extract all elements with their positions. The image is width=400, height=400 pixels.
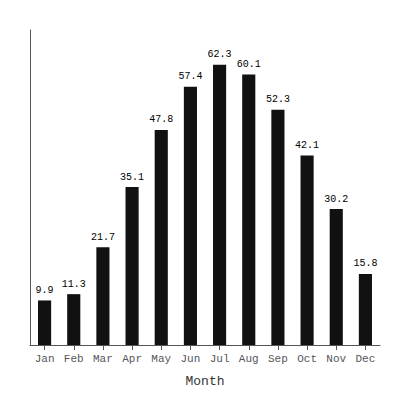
- svg-text:15.8: 15.8: [353, 258, 377, 269]
- svg-text:May: May: [151, 353, 171, 365]
- svg-text:35.1: 35.1: [120, 172, 144, 183]
- svg-text:42.1: 42.1: [295, 140, 319, 151]
- svg-text:Dec: Dec: [356, 353, 376, 365]
- svg-text:Oct: Oct: [297, 353, 317, 365]
- svg-text:57.4: 57.4: [178, 71, 202, 82]
- svg-text:Jul: Jul: [210, 353, 230, 365]
- svg-text:Month: Month: [185, 374, 224, 389]
- svg-text:Nov: Nov: [326, 353, 346, 365]
- svg-text:11.3: 11.3: [62, 279, 86, 290]
- svg-text:52.3: 52.3: [266, 94, 290, 105]
- svg-text:21.7: 21.7: [91, 232, 115, 243]
- svg-text:Jan: Jan: [35, 353, 55, 365]
- svg-text:Sep: Sep: [268, 353, 288, 365]
- svg-text:62.3: 62.3: [208, 49, 232, 60]
- svg-text:Aug: Aug: [239, 353, 259, 365]
- svg-text:Jun: Jun: [181, 353, 201, 365]
- svg-text:30.2: 30.2: [324, 194, 348, 205]
- svg-text:47.8: 47.8: [149, 114, 173, 125]
- svg-text:Feb: Feb: [64, 353, 84, 365]
- svg-text:Apr: Apr: [122, 353, 142, 365]
- svg-text:9.9: 9.9: [36, 285, 54, 296]
- svg-text:60.1: 60.1: [237, 59, 261, 70]
- svg-text:Mar: Mar: [93, 353, 113, 365]
